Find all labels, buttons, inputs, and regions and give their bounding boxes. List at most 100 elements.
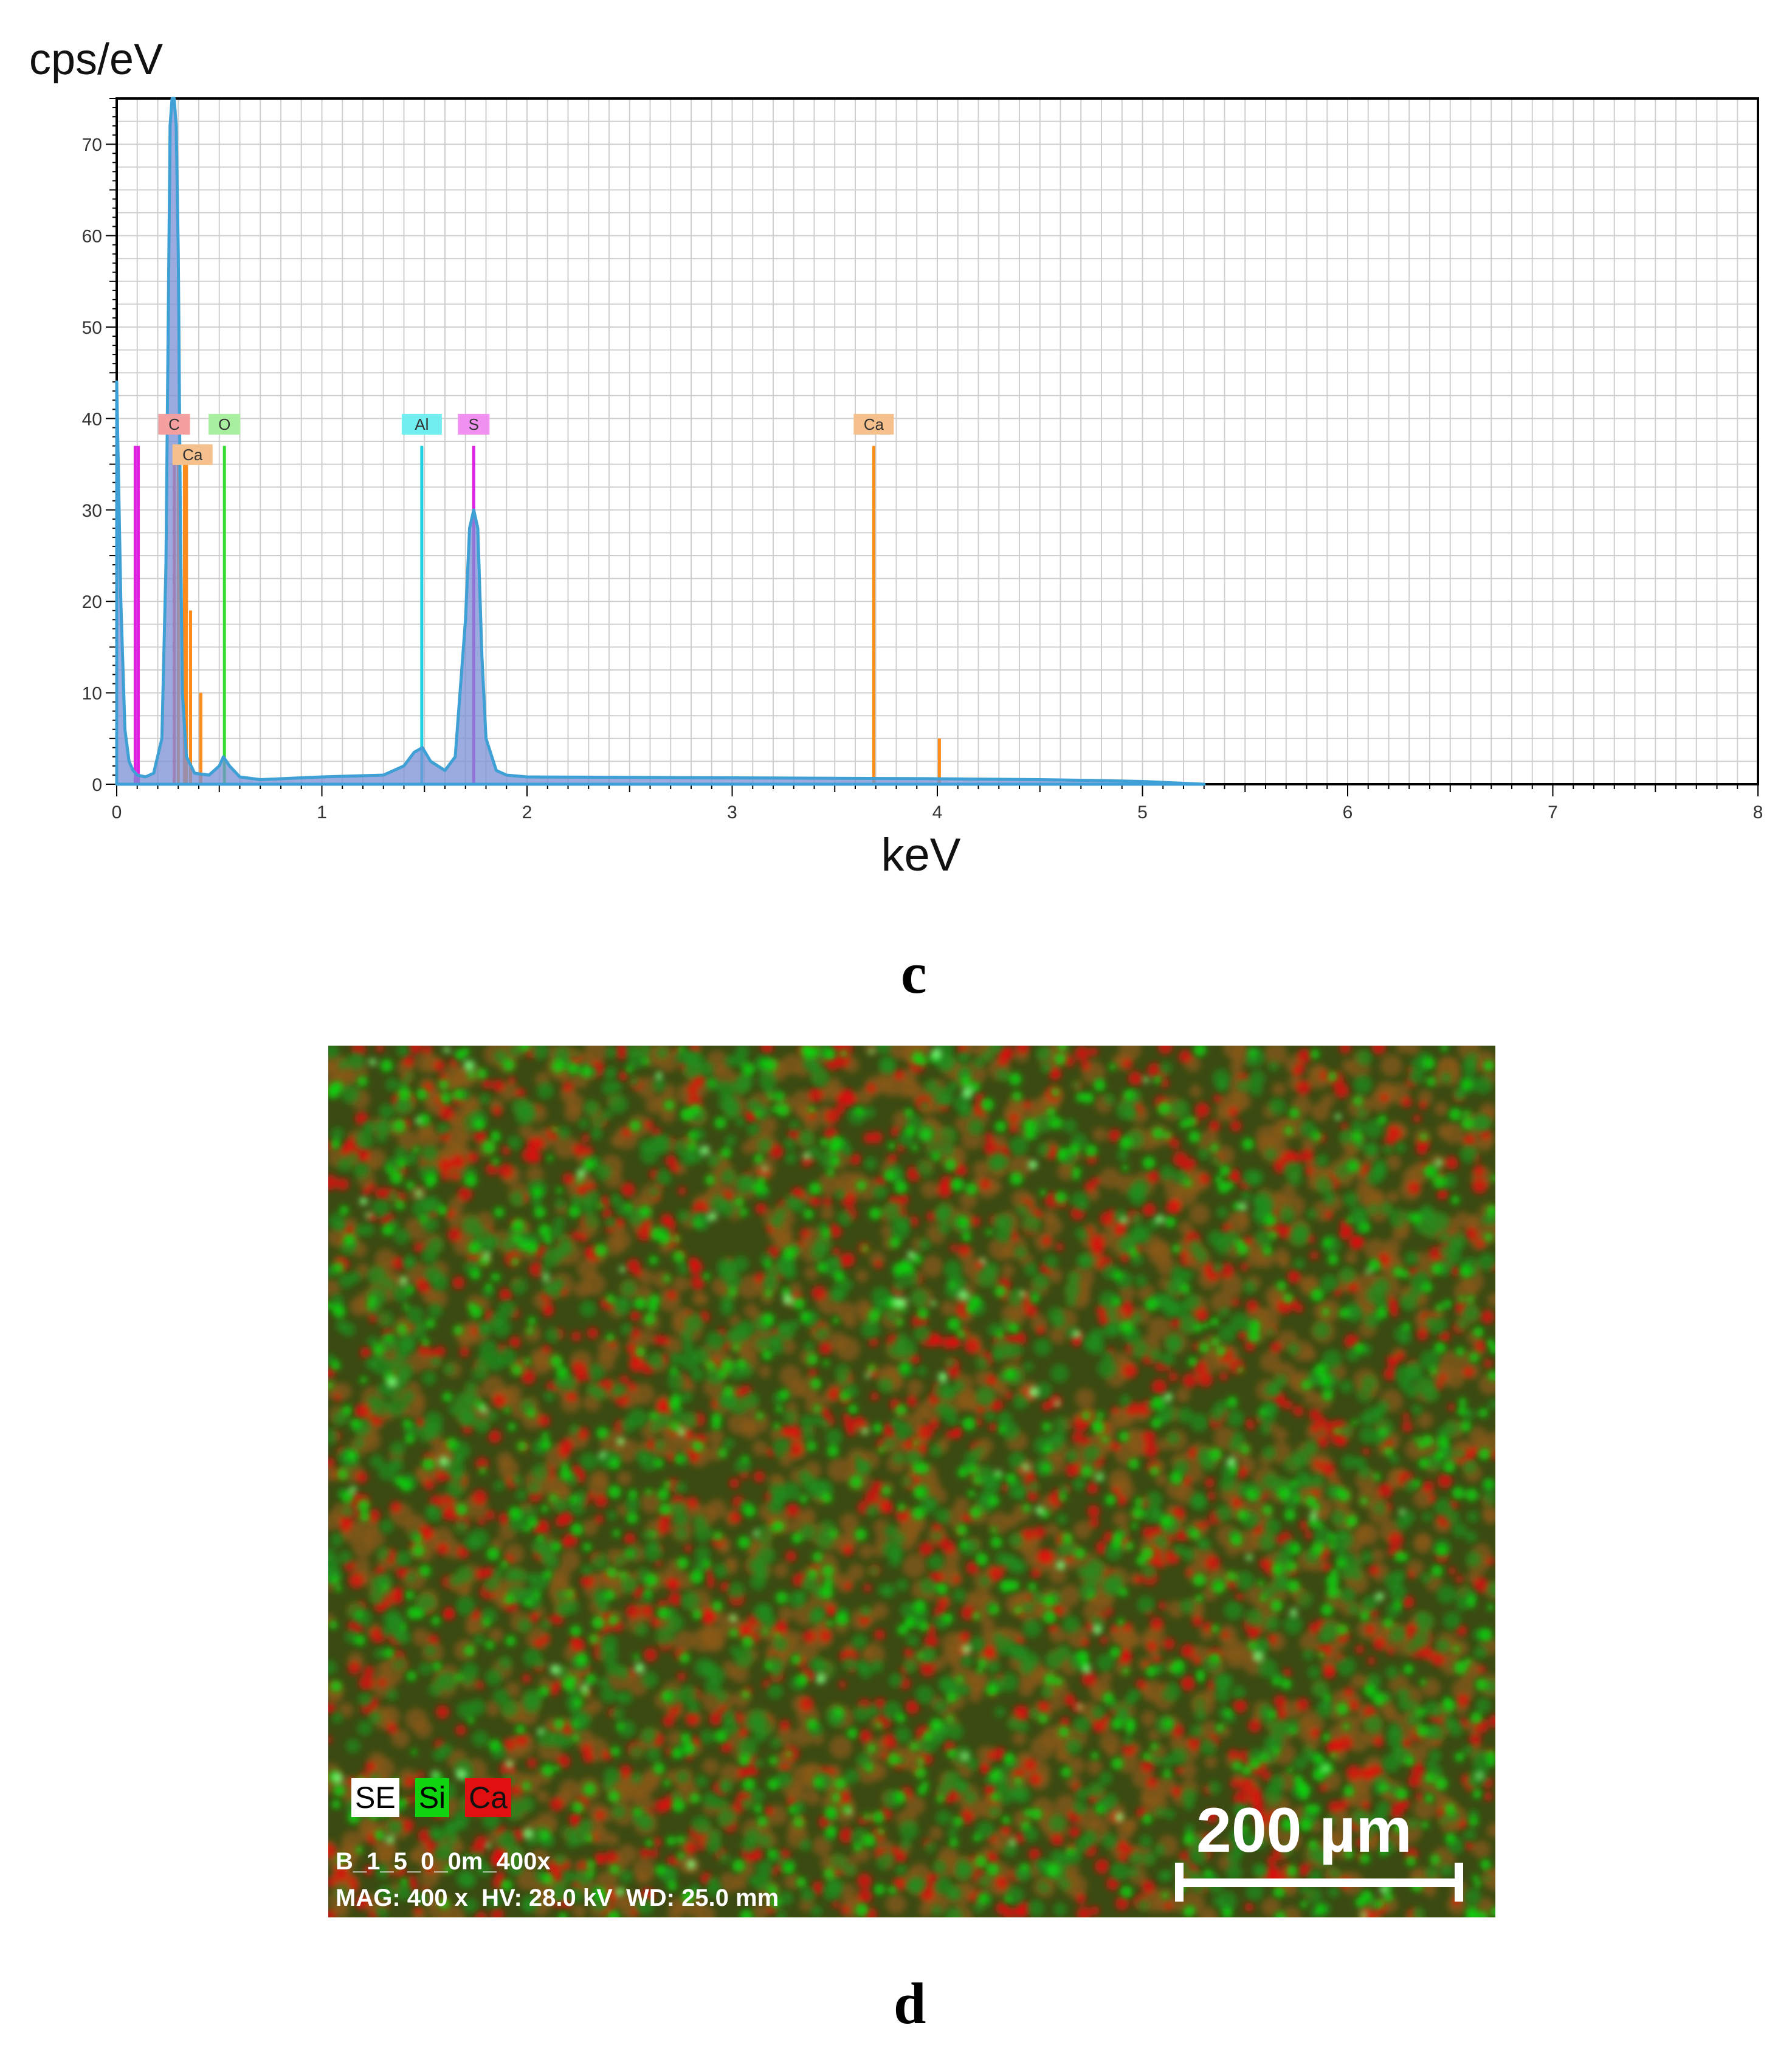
map-speckle <box>729 1511 742 1523</box>
map-speckle <box>574 1711 591 1728</box>
map-speckle <box>1320 1274 1339 1292</box>
map-speckle <box>1384 1238 1401 1255</box>
map-speckle <box>706 1838 722 1854</box>
map-speckle <box>1213 1094 1222 1103</box>
map-speckle <box>1413 1114 1421 1123</box>
map-speckle <box>629 1357 644 1373</box>
map-speckle <box>1422 1212 1436 1226</box>
map-speckle <box>398 1087 411 1100</box>
map-speckle <box>1110 1441 1121 1452</box>
map-speckle <box>1459 1145 1478 1164</box>
map-speckle <box>1142 1680 1165 1703</box>
map-speckle <box>840 1905 850 1915</box>
map-speckle <box>908 1216 919 1227</box>
map-speckle <box>1157 1046 1173 1055</box>
map-speckle <box>1008 1451 1026 1469</box>
map-speckle <box>905 1125 915 1136</box>
map-speckle <box>446 1458 465 1478</box>
map-speckle <box>560 1861 570 1871</box>
map-speckle <box>1413 1533 1433 1554</box>
map-speckle <box>932 1657 946 1670</box>
map-speckle <box>1456 1319 1468 1331</box>
map-speckle <box>504 1682 521 1699</box>
map-speckle <box>1452 1523 1467 1537</box>
map-speckle <box>374 1565 385 1576</box>
map-speckle <box>542 1872 554 1885</box>
map-speckle <box>364 1528 385 1550</box>
map-speckle <box>1211 1154 1222 1165</box>
x-tick-label: 0 <box>112 802 122 823</box>
map-speckle <box>906 1878 921 1893</box>
map-speckle <box>753 1873 771 1891</box>
map-speckle <box>1324 1694 1331 1701</box>
map-speckle <box>1283 1615 1303 1635</box>
map-speckle <box>461 1854 472 1865</box>
map-speckle <box>596 1427 608 1439</box>
map-speckle <box>398 1130 419 1152</box>
map-speckle <box>492 1393 506 1408</box>
map-speckle <box>573 1812 582 1821</box>
map-speckle <box>529 1612 540 1623</box>
map-speckle <box>390 1591 404 1604</box>
map-speckle <box>414 1466 430 1482</box>
map-speckle <box>705 1360 716 1371</box>
map-speckle <box>835 1103 846 1114</box>
map-speckle <box>767 1683 783 1699</box>
map-speckle <box>526 1573 537 1584</box>
map-speckle <box>417 1113 430 1126</box>
map-speckle <box>383 1609 401 1627</box>
map-speckle <box>1300 1632 1320 1652</box>
map-speckle <box>1463 1828 1477 1841</box>
map-speckle <box>328 1175 338 1190</box>
map-speckle <box>1372 1159 1388 1175</box>
map-speckle <box>430 1356 441 1367</box>
map-speckle <box>1136 1679 1146 1690</box>
map-speckle <box>379 1103 395 1119</box>
map-speckle <box>450 1154 465 1169</box>
map-speckle <box>631 1773 642 1784</box>
map-speckle <box>809 1195 821 1207</box>
map-speckle <box>470 1269 481 1280</box>
map-speckle <box>1193 1343 1200 1350</box>
map-speckle <box>994 1706 1005 1717</box>
map-speckle <box>635 1871 649 1885</box>
map-speckle <box>687 1257 700 1270</box>
map-speckle <box>1468 1809 1479 1820</box>
map-speckle <box>370 1355 390 1375</box>
map-speckle <box>789 1120 800 1131</box>
map-speckle <box>619 1765 632 1778</box>
map-speckle <box>598 1644 618 1664</box>
map-speckle <box>515 1088 526 1099</box>
map-speckle <box>497 1347 516 1367</box>
map-speckle <box>855 1660 869 1673</box>
map-speckle <box>497 1830 517 1849</box>
map-speckle <box>521 1894 539 1913</box>
map-speckle <box>700 1625 719 1643</box>
map-speckle <box>1304 1166 1314 1176</box>
map-speckle <box>1014 1905 1027 1917</box>
map-speckle <box>1353 1456 1366 1469</box>
map-speckle <box>376 1046 384 1052</box>
map-speckle <box>1452 1678 1476 1702</box>
map-speckle <box>1067 1756 1085 1775</box>
map-speckle <box>1104 1571 1123 1591</box>
map-speckle <box>1202 1832 1213 1843</box>
map-speckle <box>1436 1585 1456 1604</box>
map-speckle <box>1365 1767 1375 1777</box>
map-speckle <box>509 1046 522 1057</box>
map-speckle <box>587 1364 604 1381</box>
map-speckle <box>645 1488 652 1495</box>
map-speckle <box>1204 1755 1218 1768</box>
map-speckle <box>1216 1206 1229 1218</box>
map-speckle <box>1410 1744 1429 1763</box>
map-speckle <box>1303 1441 1318 1455</box>
map-speckle <box>1074 1046 1090 1061</box>
map-speckle <box>1351 1420 1357 1426</box>
map-speckle <box>1463 1305 1480 1322</box>
map-speckle <box>1120 1253 1130 1263</box>
map-speckle <box>1385 1154 1402 1171</box>
map-speckle <box>782 1265 797 1280</box>
map-speckle <box>1319 1784 1328 1792</box>
map-speckle <box>891 1220 910 1240</box>
